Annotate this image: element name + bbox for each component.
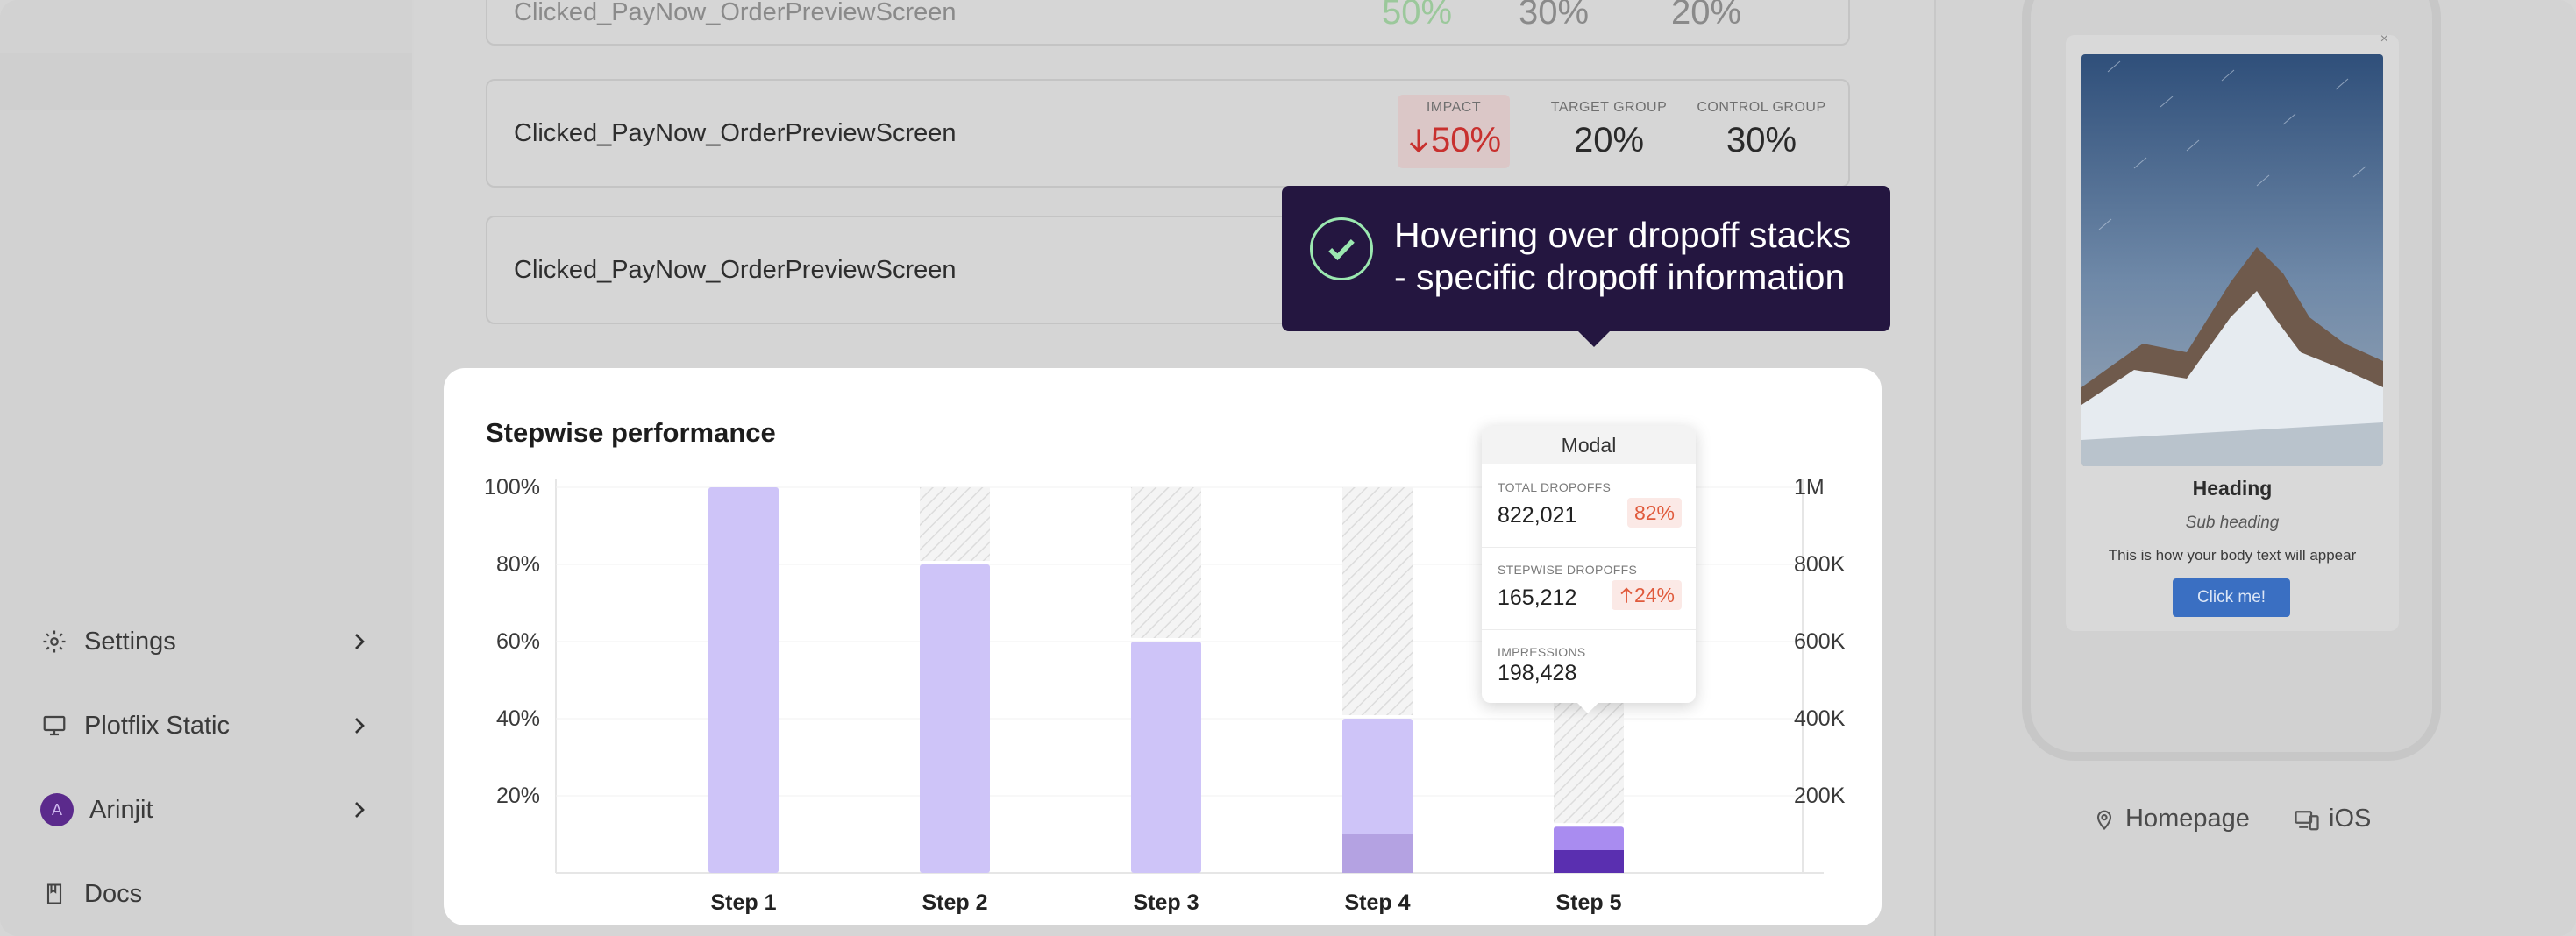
arrow-down-icon [1409, 128, 1428, 152]
sidebar-item-plotflix-static[interactable]: Plotflix Static [40, 699, 374, 752]
chevron-right-icon [355, 634, 365, 649]
x-tick-label: Step 5 [1555, 890, 1621, 915]
y-tick-label-left: 100% [484, 475, 540, 500]
location-pin-icon [2096, 810, 2112, 830]
control-metric: CONTROL GROUP 30% [1696, 100, 1827, 160]
sidebar-item-label: Plotflix Static [84, 711, 230, 740]
y-tick-label-left: 40% [496, 706, 540, 731]
gear-icon [40, 628, 68, 656]
chart-title: Stepwise performance [486, 417, 776, 448]
control-value: 30% [1726, 121, 1797, 160]
devices-icon [2295, 810, 2319, 830]
preview-body: This is how your body text will appear [2108, 547, 2357, 564]
arrow-up-icon [1620, 587, 1633, 603]
impact-value: 50% [1381, 0, 1453, 32]
x-tick-label: Step 4 [1344, 890, 1410, 915]
sidebar-item-user[interactable]: A Arinjit [40, 784, 374, 836]
divider [1482, 547, 1696, 548]
feature-callout: Hovering over dropoff stacks - specific … [1282, 186, 1890, 347]
stepwise-dropoffs: STEPWISE DROPOFFS 165,212 24% [1498, 563, 1682, 611]
impact-label: IMPACT [1426, 100, 1482, 115]
impressions: IMPRESSIONS 198,428 [1498, 645, 1682, 686]
target-metric: TARGET GROUP 20% [1543, 100, 1675, 160]
check-icon [1310, 217, 1373, 280]
divider [1482, 629, 1696, 630]
callout-line-1: Hovering over dropoff stacks [1394, 215, 1852, 255]
control-value: 20% [1670, 0, 1742, 32]
sidebar-item-label: Settings [84, 627, 176, 656]
callout-line-2: - specific dropoff information [1394, 257, 1846, 297]
dropoff-bar [1131, 487, 1201, 638]
stepwise-dropoffs-label: STEPWISE DROPOFFS [1498, 563, 1638, 577]
y-tick-label-right: 200K [1794, 784, 1846, 808]
impact-metric: IMPACT 50% [1398, 100, 1510, 160]
close-icon[interactable]: × [2380, 32, 2388, 46]
event-card[interactable]: Clicked_PayNow_OrderPreviewScreen [486, 79, 1850, 188]
avatar: A [40, 793, 74, 826]
sidebar-item-docs[interactable]: Docs [40, 868, 374, 920]
impact-highlight [1398, 95, 1510, 168]
book-icon [40, 880, 68, 908]
preview-image [2081, 54, 2383, 466]
conversion-bar [920, 564, 990, 873]
x-tick-label: Step 3 [1133, 890, 1199, 915]
y-tick-label-left: 80% [496, 552, 540, 577]
x-tick-label: Step 1 [710, 890, 776, 915]
target-value: 30% [1518, 0, 1590, 32]
impact-metric: 50% [1373, 0, 1461, 32]
event-name: Clicked_PayNow_OrderPreviewScreen [514, 256, 957, 284]
total-dropoffs-label: TOTAL DROPOFFS [1498, 480, 1612, 494]
conversion-bar-segment [1554, 850, 1624, 873]
sidebar: Settings Plotflix Static A Arinjit Docs [0, 0, 412, 936]
event-card[interactable]: Clicked_PayNow_OrderPreviewScreen 50% 30… [486, 0, 1850, 46]
preview-heading: Heading [2192, 477, 2273, 500]
y-tick-label-left: 60% [496, 629, 540, 654]
event-name: Clicked_PayNow_OrderPreviewScreen [514, 119, 957, 147]
tooltip-pointer [1576, 702, 1599, 713]
control-metric: 20% [1662, 0, 1750, 32]
stepwise-dropoffs-value: 165,212 [1498, 585, 1577, 610]
y-tick-label-right: 1M [1794, 475, 1825, 500]
conversion-bar [1131, 642, 1201, 873]
impact-value: 50% [1430, 121, 1502, 160]
total-dropoffs-value: 822,021 [1498, 503, 1577, 528]
sidebar-item-settings[interactable]: Settings [40, 615, 374, 668]
control-label: CONTROL GROUP [1697, 100, 1826, 115]
y-tick-label-right: 600K [1794, 629, 1846, 654]
target-label: TARGET GROUP [1550, 100, 1668, 115]
modal-preview: × Heading Sub heading This is how your b… [2066, 32, 2399, 631]
target-metric: 30% [1510, 0, 1598, 32]
conversion-bar-segment [1342, 834, 1413, 873]
total-dropoffs: TOTAL DROPOFFS 822,021 82% [1498, 480, 1682, 528]
chevron-right-icon [355, 718, 365, 734]
sidebar-item-label: Arinjit [89, 795, 153, 824]
preview-cta-button[interactable]: Click me! [2173, 578, 2290, 617]
y-tick-label-right: 800K [1794, 552, 1846, 577]
platform-ios[interactable]: iOS [2294, 805, 2371, 833]
preview-subheading: Sub heading [2185, 514, 2280, 532]
platform-label: iOS [2329, 805, 2372, 833]
y-tick-label-left: 20% [496, 784, 540, 808]
total-dropoffs-badge: 82% [1626, 498, 1682, 528]
conversion-bar [708, 487, 779, 873]
platform-homepage[interactable]: Homepage [2092, 805, 2250, 833]
sidebar-item-label: Docs [84, 879, 143, 908]
tooltip-title: Modal [1482, 426, 1696, 464]
impressions-value: 198,428 [1498, 661, 1577, 685]
impressions-label: IMPRESSIONS [1498, 645, 1586, 659]
event-name: Clicked_PayNow_OrderPreviewScreen [514, 0, 957, 26]
stepwise-dropoffs-badge: 24% [1611, 580, 1682, 610]
callout-pointer [1578, 331, 1610, 347]
x-tick-label: Step 2 [922, 890, 987, 915]
y-tick-label-right: 400K [1794, 706, 1846, 731]
dropoff-bar [1342, 487, 1413, 715]
sidebar-band [0, 53, 412, 110]
dropoff-bar [920, 487, 990, 561]
chevron-right-icon [355, 802, 365, 818]
target-value: 20% [1573, 121, 1645, 160]
monitor-icon [40, 712, 68, 740]
platform-label: Homepage [2125, 805, 2250, 833]
dropoff-tooltip: Modal TOTAL DROPOFFS 822,021 82% STEPWIS… [1482, 426, 1696, 713]
